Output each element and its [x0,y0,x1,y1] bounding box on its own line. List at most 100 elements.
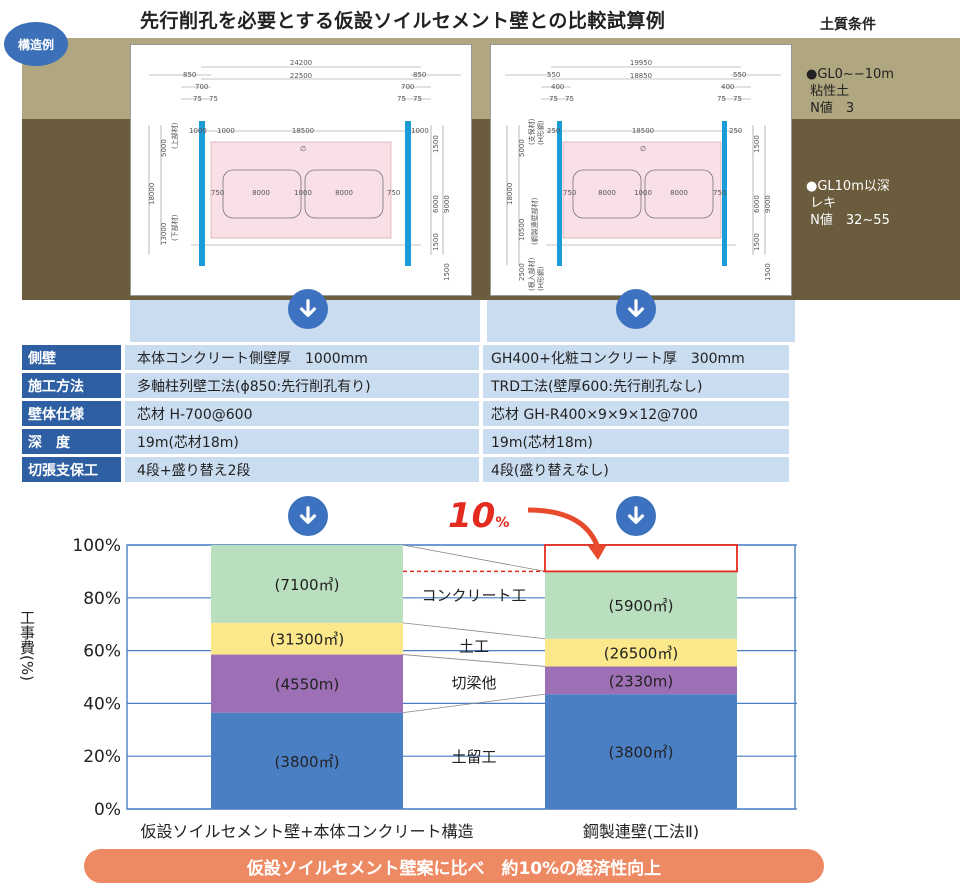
down-arrow-icon [616,496,656,536]
connector-line [402,622,546,640]
spec-label: 切張支保工 [22,457,121,482]
dim-text: 1000 [411,127,429,135]
spec-row: 側壁 本体コンクリート側壁厚 1000mm GH400+化粧コンクリート厚 300m… [22,345,789,370]
spec-left-value: 多軸柱列壁工法(ϕ850:先行削孔有り) [121,373,479,398]
dim-text: 6000 [753,195,761,213]
dim-text: 24200 [290,59,312,67]
dim-text: 1500 [753,135,761,153]
dim-text: 13000 [160,223,168,245]
y-tick-label: 100% [72,536,121,556]
soil-conditions-title: 土質条件 [820,17,876,33]
y-tick-label: 20% [83,747,121,767]
structure-example-badge: 構造例 [4,22,68,66]
dim-text: 400 [551,83,564,91]
spec-row: 切張支保工 4段+盛り替え2段 4段(盛り替えなし) [22,457,789,482]
connector-line [402,654,546,667]
bar-segment-label: (4550m) [275,676,340,694]
dim-text: 18000 [148,183,156,205]
dim-text: 9000 [443,195,451,213]
dim-text: 1500 [432,135,440,153]
dim-text: 1500 [764,263,772,281]
dim-text: 8000 [252,189,270,197]
reduction-box [544,544,738,573]
dim-text: 2500 [518,263,526,281]
member-label: (H形鋼) [536,266,545,291]
conclusion-banner: 仮設ソイルセメント壁案に比べ 約10%の経済性向上 [84,849,824,883]
bar-segment [545,638,737,667]
dim-text: 1000 [217,127,235,135]
dim-text: 750 [713,189,726,197]
member-label: (H形鋼) [536,120,545,145]
dim-text: 1000 [189,127,207,135]
dim-text: 700 [195,83,208,91]
dim-text: 75 [565,95,574,103]
dim-text: 400 [721,83,734,91]
dim-text: 700 [401,83,414,91]
page-title: 先行削孔を必要とする仮設ソイルセメント壁との比較試算例 [140,10,666,32]
spec-row: 深 度 19m(芯材18m) 19m(芯材18m) [22,429,789,454]
dim-text: 550 [733,71,746,79]
spec-right-value: 4段(盛り替えなし) [479,457,789,482]
cross-section-drawing-steel-wall: 19950 18850 550 550 400 400 75 75 75 75 … [490,44,792,296]
dim-text: 1000 [294,189,312,197]
dim-text: 18000 [506,183,514,205]
dim-text: 250 [729,127,742,135]
dim-text: 850 [413,71,426,79]
center-symbol: ∅ [640,145,646,153]
bar-segment [211,545,403,623]
y-tick-label: 40% [83,694,121,714]
y-tick-label: 80% [83,589,121,609]
dim-text: 5000 [518,139,526,157]
dim-text: 10500 [518,219,526,241]
dim-text: 75 [397,95,406,103]
spec-left-value: 4段+盛り替え2段 [121,457,479,482]
spec-left-value: 芯材 H-700@600 [121,401,479,426]
dim-text: 550 [547,71,560,79]
spec-label: 壁体仕様 [22,401,121,426]
y-axis-label: 工事費(%) [18,610,36,681]
member-label: (下部材) [170,214,179,241]
center-symbol: ∅ [300,145,306,153]
dim-text: 75 [193,95,202,103]
reduction-percent: 10% [448,496,509,536]
bar-segment-label: (26500㎥) [604,645,678,663]
dim-text: 750 [387,189,400,197]
spec-row: 施工方法 多軸柱列壁工法(ϕ850:先行削孔有り) TRD工法(壁厚600:先行削孔… [22,373,789,398]
dim-text: 18500 [632,127,654,135]
dim-text: 19950 [630,59,652,67]
dim-text: 250 [547,127,560,135]
spec-left-value: 19m(芯材18m) [121,429,479,454]
dim-text: 1000 [634,189,652,197]
bar-segment-label: (3800㎡) [609,744,674,762]
dim-text: 1500 [432,233,440,251]
spec-left-value: 本体コンクリート側壁厚 1000mm [121,345,479,370]
down-arrow-icon [616,289,656,329]
y-tick-label: 0% [94,800,121,820]
bar-segment-label: (5900㎥) [609,597,674,615]
y-tick-label: 60% [83,642,121,662]
dim-text: 18500 [292,127,314,135]
bar-segment-label: (2330m) [609,672,674,690]
bar-segment [211,622,403,655]
dim-text: 75 [733,95,742,103]
dim-text: 75 [717,95,726,103]
member-label: (根入部材) [527,257,536,291]
spec-label: 側壁 [22,345,121,370]
dim-text: 18850 [630,72,652,80]
soil-layer2-text: ●GL10m以深 レキ N値 32~55 [806,179,890,228]
cross-section-drawing-soil-cement: 24200 22500 850 850 700 700 75 75 75 75 … [130,44,472,296]
bar-segment-label: (31300㎥) [270,631,344,649]
dim-text: 5000 [160,139,168,157]
down-arrow-icon [288,496,328,536]
dim-text: 75 [549,95,558,103]
soil-layer1-text: ●GL0~−10m 粘性土 N値 3 [806,67,894,116]
spec-label: 施工方法 [22,373,121,398]
bar-segment-label: (7100㎥) [275,576,340,594]
series-name-label: コンクリート工 [421,587,526,605]
reduction-number: 10 [448,496,496,536]
dim-text: 750 [563,189,576,197]
category-label: 鋼製連壁(工法Ⅱ) [583,822,699,841]
spec-label: 深 度 [22,429,121,454]
spec-right-value: GH400+化粧コンクリート厚 300mm [479,345,789,370]
